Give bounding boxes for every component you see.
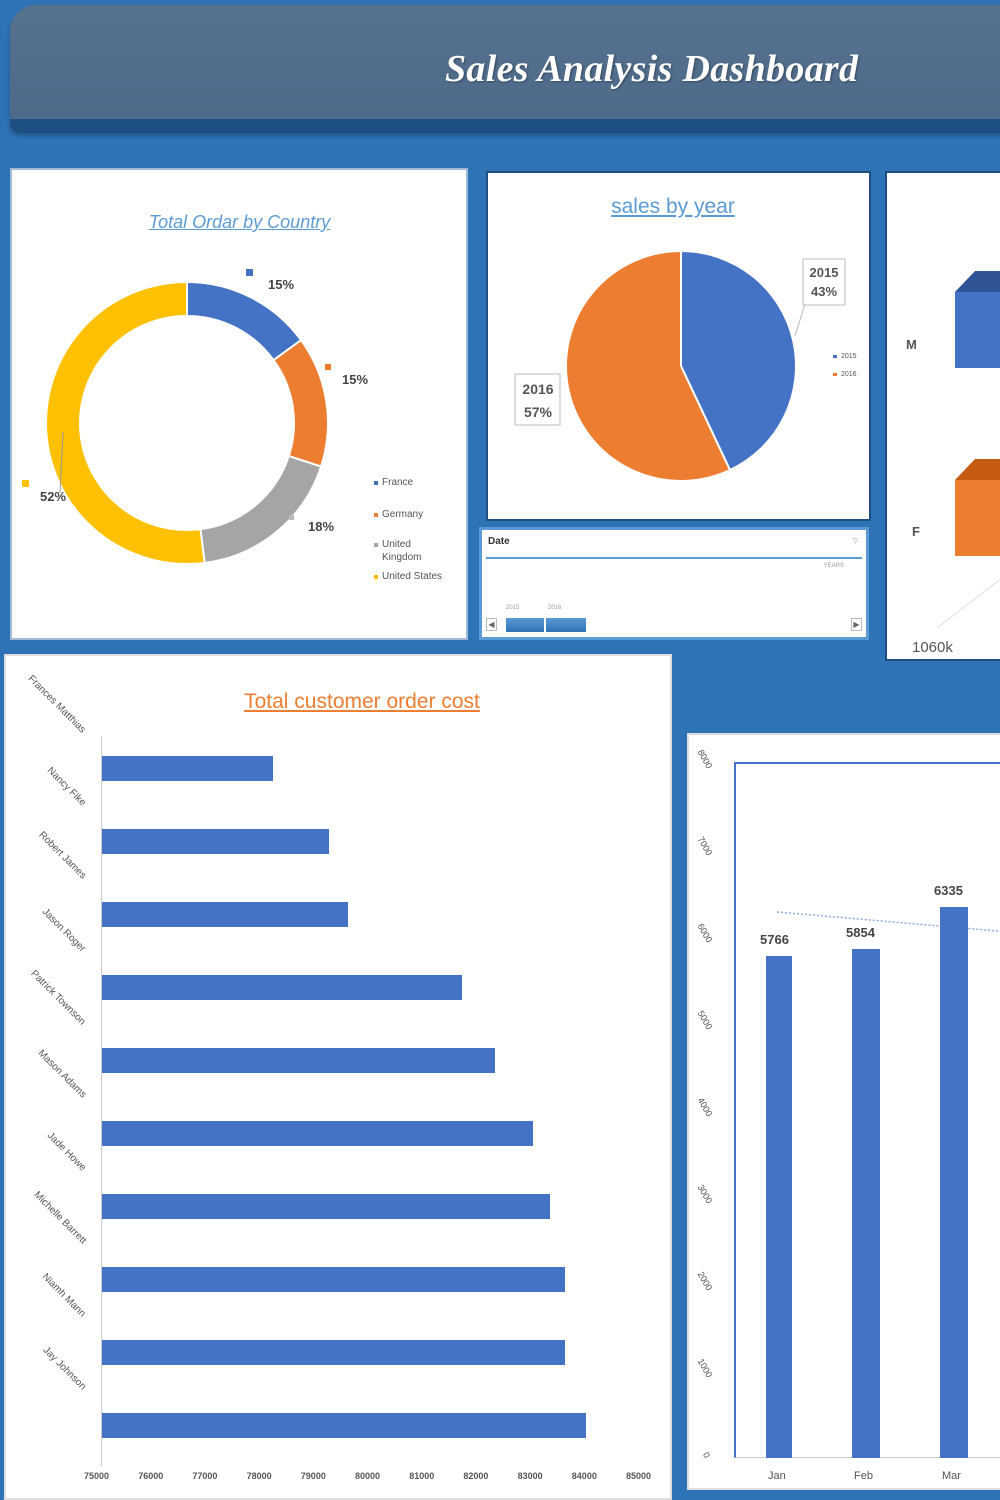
date-timeline-slicer[interactable]: Date ▿ YEARS 2015 2016 ◀ ▶ (479, 527, 869, 640)
legend-marker (374, 543, 378, 547)
bar[interactable] (102, 756, 273, 781)
x-tick-label: 85000 (626, 1471, 652, 1481)
doughnut-plot: 15% 15% 18% 52% (22, 269, 368, 565)
legend-marker (833, 373, 837, 376)
label-us: 52% (40, 489, 66, 504)
bar[interactable] (102, 1194, 550, 1219)
category-label: Michelle Barrett (30, 1189, 88, 1247)
y-axis-line (101, 736, 102, 1466)
x-tick-label: 81000 (409, 1471, 435, 1481)
x-tick-label: 83000 (517, 1471, 543, 1481)
category-label: Patrick Townson (28, 968, 88, 1028)
gender-axis-label: 1060k (912, 639, 953, 656)
category-label: Jay Johnson (40, 1344, 88, 1393)
timeline-year-2015: 2015 (506, 605, 520, 611)
gender-label-m: M (906, 337, 917, 352)
label-france: 15% (268, 277, 294, 292)
svg-text:57%: 57% (524, 404, 553, 420)
timeline-header: Date (488, 536, 510, 547)
category-label: Jade Howe (44, 1130, 88, 1174)
legend-item-uk[interactable]: United Kingdom (374, 538, 444, 564)
bar[interactable] (940, 906, 968, 1458)
x-tick-label: Jan (768, 1470, 786, 1482)
slice-germany[interactable] (272, 338, 329, 468)
slice-united-states[interactable] (45, 280, 206, 565)
slice-2016[interactable] (565, 249, 732, 482)
bar[interactable] (102, 1048, 496, 1073)
chart-title: sales by year (611, 195, 735, 218)
trendline (776, 911, 1000, 932)
legend-item-france[interactable]: France (374, 476, 413, 489)
legend-marker (374, 481, 378, 485)
x-tick-label: 84000 (571, 1471, 597, 1481)
bar[interactable] (102, 829, 329, 854)
x-tick-label: 78000 (246, 1471, 272, 1481)
legend-item-2015[interactable]: 2015 (833, 350, 857, 363)
legend-item-us[interactable]: United States (374, 570, 442, 583)
dashboard-header: Sales Analysis Dashboard (10, 5, 1000, 133)
arrow-right-icon[interactable]: ▶ (851, 618, 862, 631)
filter-clear-icon[interactable]: ▿ (852, 535, 858, 547)
x-tick-label: 75000 (84, 1471, 110, 1481)
legend-marker (833, 355, 837, 358)
page-title: Sales Analysis Dashboard (445, 48, 859, 90)
arrow-left-icon[interactable]: ◀ (486, 618, 497, 631)
timeline-divider (486, 557, 862, 559)
data-label: 6335 (934, 882, 963, 898)
svg-text:2016: 2016 (522, 381, 553, 397)
legend-item-2016[interactable]: 2016 (833, 368, 857, 381)
slice-2015[interactable] (680, 249, 797, 472)
gender-label-f: F (912, 524, 920, 539)
svg-text:2015: 2015 (810, 265, 839, 280)
x-tick-label: 80000 (355, 1471, 381, 1481)
label-uk: 18% (308, 519, 334, 534)
chart-title: Total customer order cost (244, 690, 480, 713)
gender-bars (936, 271, 1000, 629)
timeline-bar-2015[interactable] (506, 618, 544, 632)
data-label: 5766 (760, 932, 789, 948)
timeline-level-selector[interactable]: YEARS (823, 563, 844, 569)
monthly-sales-bar-chart[interactable]: 5766 Jan 5854 Feb 6335 Mar 0 1000 2000 3000 4000 5… (687, 733, 1000, 1490)
slice-united-kingdom[interactable] (199, 454, 323, 565)
x-tick-label: Mar (942, 1470, 961, 1482)
x-tick-label: 79000 (300, 1471, 326, 1481)
bar[interactable] (102, 975, 462, 1000)
bar[interactable] (766, 956, 792, 1458)
bar[interactable] (102, 1413, 586, 1438)
sales-by-year-pie-chart[interactable]: sales by year 2015 43% 2016 57% 2015 201… (486, 171, 871, 521)
bar[interactable] (102, 1340, 565, 1365)
svg-text:43%: 43% (811, 284, 837, 299)
label-germany: 15% (342, 372, 368, 387)
timeline-year-2016: 2016 (548, 605, 562, 611)
category-label: Jason Roger (40, 906, 88, 955)
bar[interactable] (102, 1267, 565, 1292)
x-tick-label: 82000 (463, 1471, 489, 1481)
category-label: Niamh Mann (40, 1271, 88, 1320)
timeline-bar-2016[interactable] (546, 618, 586, 632)
data-label: 5854 (846, 924, 875, 940)
slice-france[interactable] (186, 280, 303, 362)
x-tick-label: 77000 (192, 1471, 218, 1481)
x-tick-label: 76000 (138, 1471, 164, 1481)
customer-order-cost-chart[interactable]: Total customer order cost Frances Matthi… (4, 654, 672, 1500)
category-label: Robert James (36, 829, 88, 882)
category-label: Nancy Fike (44, 765, 88, 809)
legend-marker (374, 513, 378, 517)
gender-3d-bar-chart[interactable]: M F 1060k (885, 171, 1000, 661)
chart-title: Total Ordar by Country (148, 212, 331, 232)
country-doughnut-chart[interactable]: Total Ordar by Country 15% 15% 18% 52% F… (10, 168, 468, 640)
bar[interactable] (852, 948, 880, 1458)
bar[interactable] (102, 902, 349, 927)
category-label: Mason Adams (35, 1047, 88, 1101)
x-tick-label: Feb (854, 1470, 873, 1482)
pie-plot: 2015 43% 2016 57% (514, 249, 846, 482)
legend-item-germany[interactable]: Germany (374, 508, 423, 521)
legend-marker (374, 575, 378, 579)
bar[interactable] (102, 1121, 533, 1146)
